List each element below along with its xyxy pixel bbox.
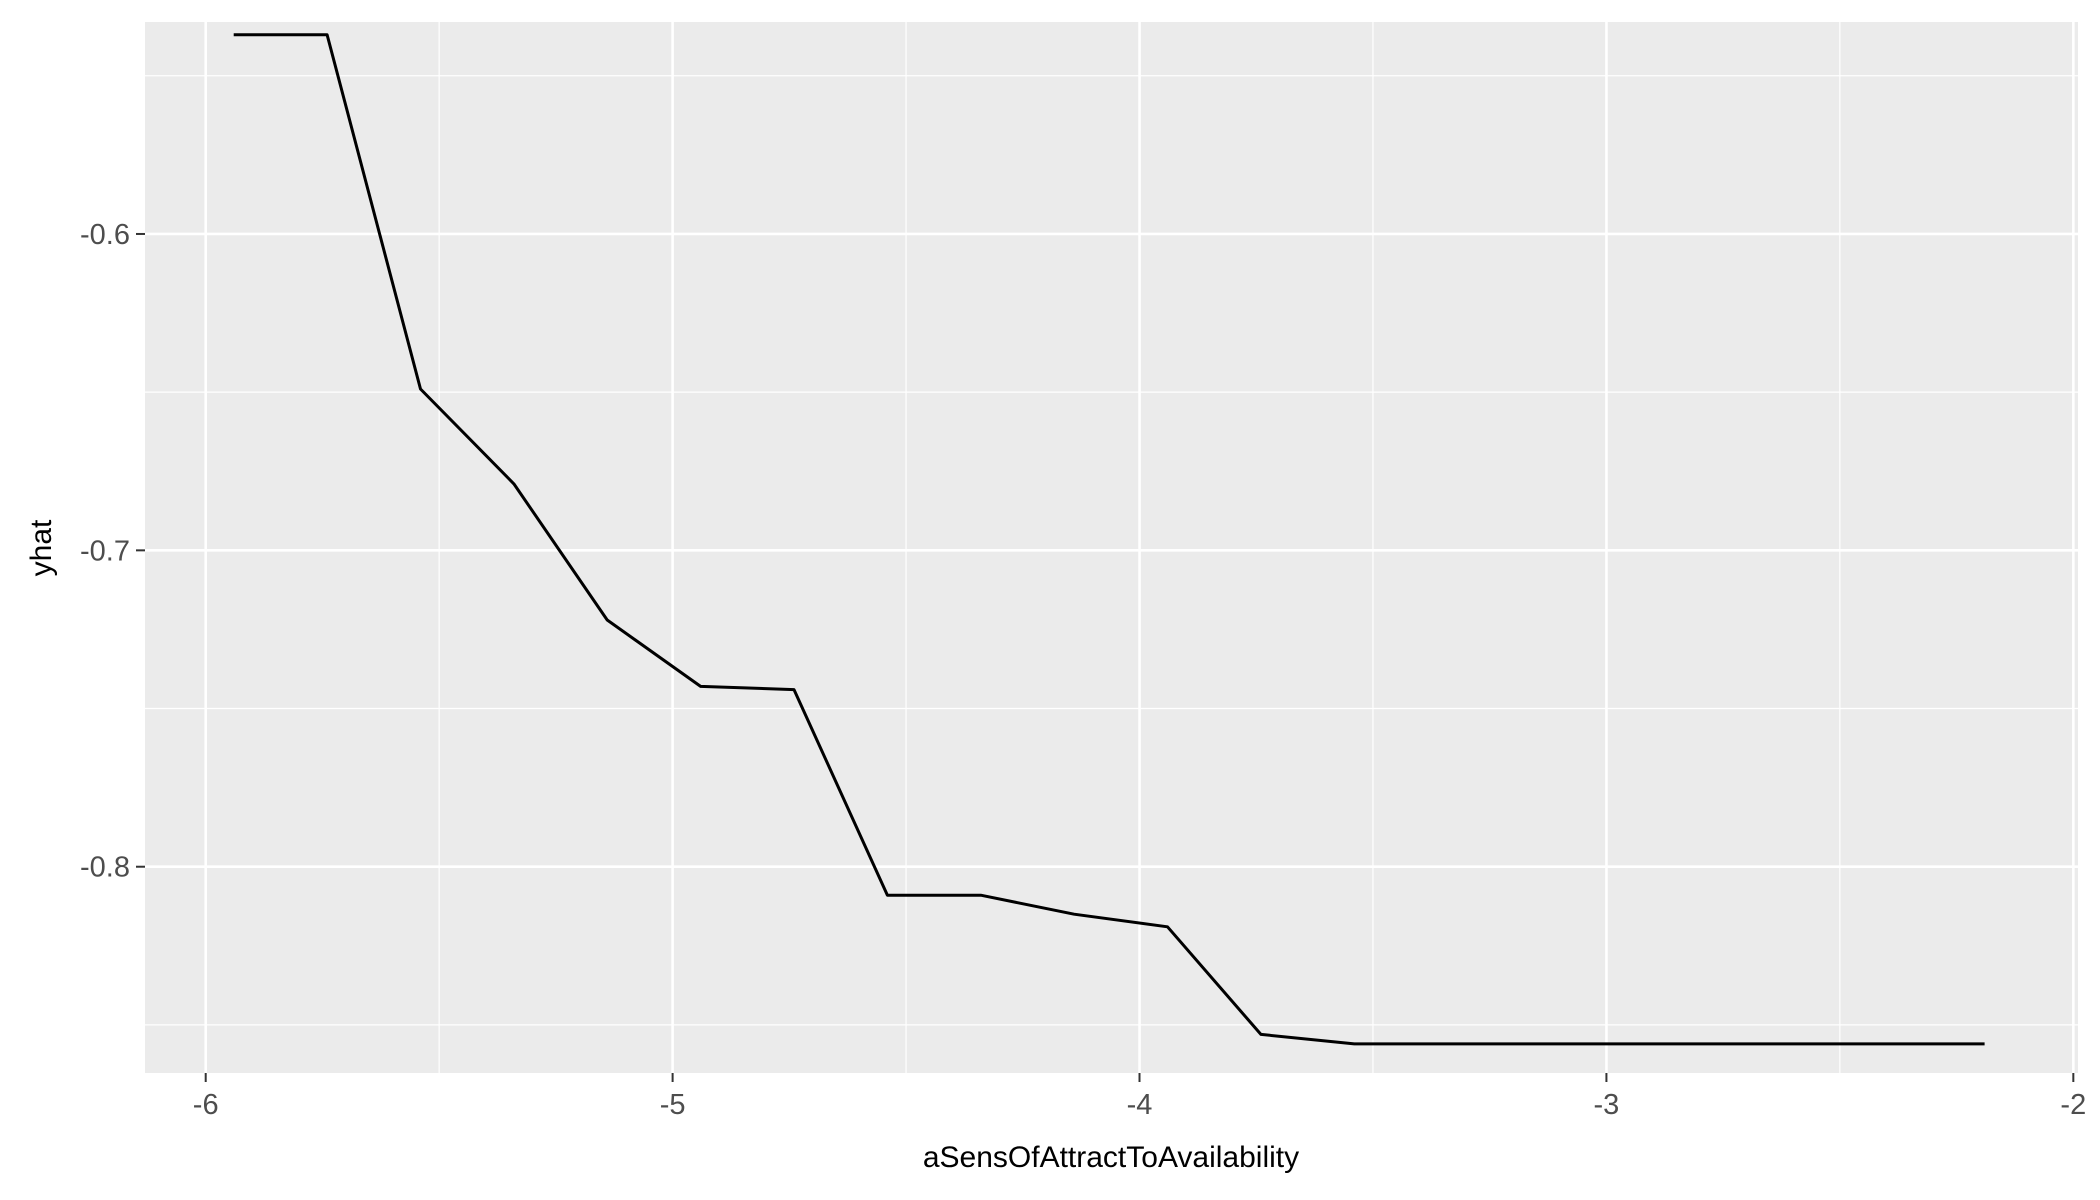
- y-tick-label: -0.6: [80, 219, 130, 251]
- y-tick-label: -0.7: [80, 535, 130, 567]
- series-layer: [233, 33, 1985, 1046]
- major-gridlines: [145, 22, 2078, 1073]
- x-tick-label: -4: [1127, 1089, 1153, 1121]
- axes: -6 -5 -4 -3 -2 -0.6 -0.7 -0.8: [80, 219, 2086, 1121]
- x-axis-title: aSensOfAttractToAvailability: [923, 1141, 1299, 1174]
- plot-panel: [145, 22, 2078, 1073]
- y-tick-label: -0.8: [80, 852, 130, 884]
- series-line: [233, 33, 1985, 1046]
- x-tick-label: -5: [660, 1089, 686, 1121]
- minor-gridlines: [145, 22, 2078, 1073]
- x-tick-label: -2: [2060, 1089, 2086, 1121]
- x-tick-label: -3: [1594, 1089, 1620, 1121]
- y-axis-title: yhat: [25, 519, 58, 576]
- x-tick-label: -6: [193, 1089, 219, 1121]
